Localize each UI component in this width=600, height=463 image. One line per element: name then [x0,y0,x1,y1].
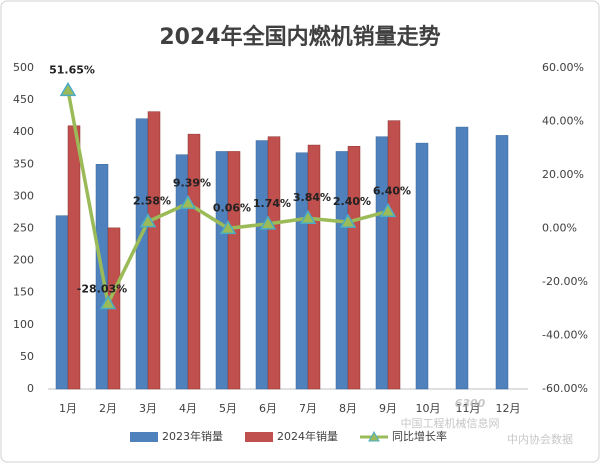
line-marker [219,219,237,235]
x-tick-label: 12月 [496,402,521,415]
x-tick-label: 2月 [99,402,117,415]
y-tick-label: 100 [13,318,34,331]
bar [387,120,401,390]
data-label: 3.84% [293,191,331,204]
legend-label: 同比增长率 [392,429,447,443]
y2-tick-label: 40.00% [542,115,584,128]
line-marker [139,213,157,228]
bar [335,151,349,390]
data-label: 9.39% [173,176,211,189]
y-tick-label: 0 [27,382,34,395]
bar [495,135,509,390]
y-tick-label: 400 [13,125,34,138]
y2-tick-label: -40.00% [542,329,588,342]
x-tick-label: 8月 [339,402,357,415]
bar [215,151,229,390]
data-label: 2.40% [333,195,371,208]
data-label: 1.74% [253,197,291,210]
bar [255,140,269,390]
y-tick-label: 150 [13,286,34,299]
bar [267,136,281,390]
watermark: 中内协会数据 [507,432,573,446]
y2-tick-label: -60.00% [542,382,588,395]
data-label: -28.03% [77,282,127,295]
legend-swatch [130,432,158,442]
x-tick-label: 6月 [259,402,277,415]
y2-tick-label: 20.00% [542,168,584,181]
x-tick-label: 4月 [179,402,197,415]
y2-tick-label: -20.00% [542,275,588,288]
data-label: 0.06% [213,201,251,214]
data-label: 2.58% [133,195,171,208]
bar [135,118,149,390]
legend-swatch [368,430,380,442]
y-tick-label: 300 [13,189,34,202]
bar [455,126,469,390]
y-tick-label: 250 [13,222,34,235]
y2-tick-label: 60.00% [542,61,584,74]
line-marker [59,81,77,97]
bar [415,142,429,390]
line-marker [179,194,197,210]
bar [147,111,161,390]
x-tick-label: 1月 [59,402,77,415]
watermark: 中国工程机械信息网 [401,416,500,430]
x-tick-label: 10月 [416,402,441,415]
chart-title: 2024年全国内燃机销量走势 [159,24,440,50]
x-tick-label: 7月 [299,402,317,415]
y-tick-label: 50 [20,350,34,363]
x-tick-label: 9月 [379,402,397,415]
legend-label: 2024年销量 [277,429,338,443]
bar [67,125,81,390]
y-tick-label: 500 [13,61,34,74]
data-label: 6.40% [373,184,411,197]
bar [227,151,241,390]
line-marker [99,294,117,310]
data-label: 51.65% [49,63,95,76]
bar [347,146,361,390]
line-marker [299,209,317,224]
line-marker [259,215,277,230]
legend-label: 2023年销量 [162,429,223,443]
line-marker [379,202,397,218]
bar [307,144,321,390]
y-tick-label: 450 [13,93,34,106]
y-tick-label: 200 [13,254,34,267]
x-tick-label: 11月 [456,402,481,415]
legend-swatch [245,432,273,442]
bar [55,215,69,390]
watermark: 6300 [455,397,486,410]
bar [187,133,201,390]
line-marker [339,213,357,228]
y-tick-label: 350 [13,157,34,170]
x-tick-label: 5月 [219,402,237,415]
x-tick-label: 3月 [139,402,157,415]
bar [175,154,189,390]
bar [375,136,389,390]
y2-tick-label: 0.00% [542,222,577,235]
bar [295,152,309,390]
